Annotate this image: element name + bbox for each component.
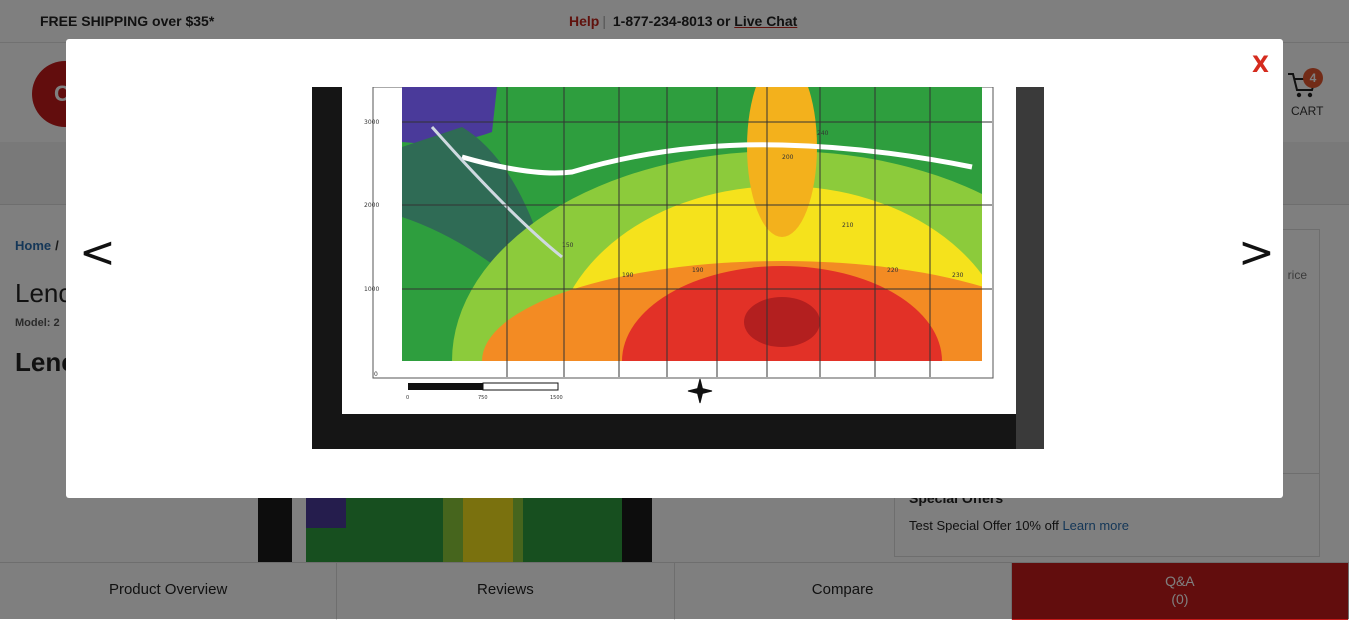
y-tick-1000: 1000: [364, 286, 379, 293]
y-tick-0: 0: [374, 371, 378, 378]
image-lightbox: X < > 3000 2000 1000: [66, 39, 1283, 498]
scale-bar: 0 750 1500: [406, 382, 563, 401]
contour-label-8: 240: [817, 130, 829, 137]
contour-label-1: 150: [562, 242, 574, 249]
previous-image-button[interactable]: <: [79, 227, 116, 278]
contour-label-4: 200: [782, 154, 794, 161]
y-tick-2000: 2000: [364, 202, 379, 209]
scale-tick-0: 0: [406, 395, 409, 401]
contour-label-2: 190: [622, 272, 634, 279]
scale-tick-750: 750: [478, 395, 488, 401]
contour-label-3: 190: [692, 267, 704, 274]
contour-label-6: 220: [887, 267, 899, 274]
contour-label-7: 230: [952, 272, 964, 279]
scale-tick-1500: 1500: [550, 395, 563, 401]
north-arrow-icon: [687, 378, 713, 404]
next-image-button[interactable]: >: [1238, 227, 1275, 278]
contour-map-image: 3000 2000 1000 0 150 190 190 200 210 220…: [312, 87, 1044, 449]
contour-label-5: 210: [842, 222, 854, 229]
y-tick-3000: 3000: [364, 119, 379, 126]
close-button[interactable]: X: [1252, 53, 1269, 78]
